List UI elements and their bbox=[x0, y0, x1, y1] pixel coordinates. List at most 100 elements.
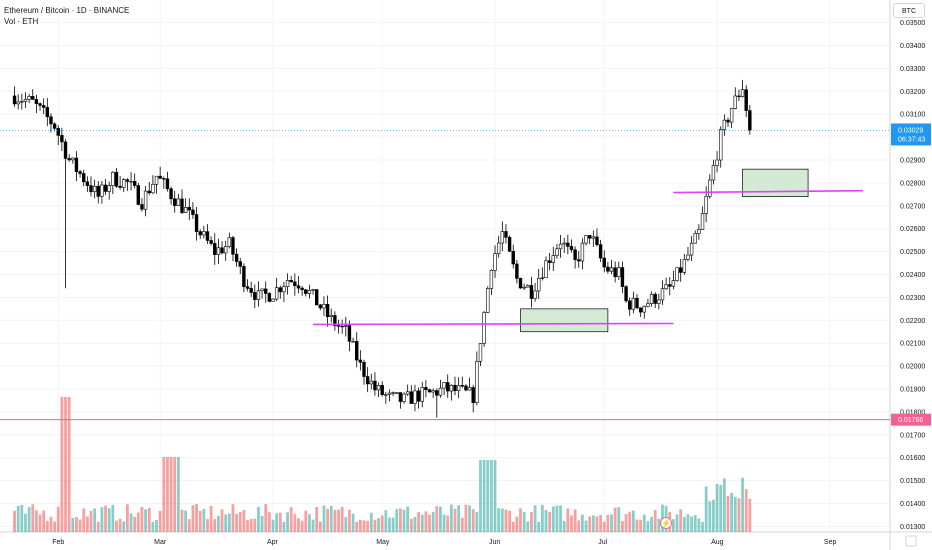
volume-bar bbox=[162, 457, 166, 532]
candle-body bbox=[136, 185, 141, 205]
volume-bar bbox=[351, 513, 355, 532]
volume-bar bbox=[340, 506, 344, 532]
candle-body bbox=[675, 267, 679, 281]
volume-bar bbox=[187, 519, 191, 532]
candle-body bbox=[744, 89, 748, 111]
candle-body bbox=[376, 384, 381, 391]
price-tick-label: 0.02800 bbox=[900, 180, 925, 187]
volume-bar bbox=[442, 514, 446, 532]
volume-bar bbox=[242, 510, 246, 532]
candle-body bbox=[442, 382, 446, 389]
candle-body bbox=[147, 190, 151, 194]
time-tick-label: Feb bbox=[52, 539, 64, 546]
volume-bar bbox=[675, 514, 679, 532]
volume-bar bbox=[486, 460, 490, 532]
candle-body bbox=[402, 393, 406, 402]
volume-bar bbox=[217, 515, 220, 532]
volume-bar bbox=[115, 520, 118, 532]
volume-bar bbox=[20, 504, 24, 532]
candle-body bbox=[558, 243, 563, 250]
flash-icon[interactable]: ⚡ bbox=[660, 517, 672, 529]
candle-body bbox=[213, 243, 217, 255]
candle-body bbox=[587, 235, 592, 239]
volume-bar bbox=[235, 513, 238, 532]
volume-bar bbox=[679, 509, 683, 532]
volume-bar bbox=[730, 492, 734, 532]
volume-bar bbox=[733, 496, 737, 532]
candle-body bbox=[577, 259, 581, 262]
candle-body bbox=[351, 341, 355, 343]
volume-bar bbox=[198, 510, 202, 532]
candle-body bbox=[398, 392, 403, 402]
currency-button[interactable]: BTC bbox=[893, 3, 925, 18]
candle-body bbox=[129, 181, 133, 183]
support-trendline bbox=[673, 189, 863, 194]
candle-body bbox=[333, 315, 337, 326]
time-tick-label: Jun bbox=[489, 539, 500, 546]
candle-body bbox=[325, 304, 330, 318]
candle-body bbox=[427, 389, 432, 393]
candle-body bbox=[748, 110, 752, 131]
symbol-title[interactable]: Ethereum / Bitcoin · 1D · BINANCE bbox=[4, 6, 130, 15]
volume-bar bbox=[395, 509, 399, 532]
price-tick-label: 0.02900 bbox=[900, 158, 925, 165]
volume-bar bbox=[741, 477, 744, 532]
volume-bar bbox=[348, 509, 351, 532]
candle-body bbox=[613, 267, 617, 278]
volume-bar bbox=[606, 514, 610, 532]
volume-bar bbox=[530, 512, 533, 532]
volume-bar bbox=[173, 457, 177, 532]
candle-body bbox=[493, 253, 497, 271]
volume-bar bbox=[697, 518, 701, 532]
volume-bar bbox=[118, 518, 122, 532]
volume-bar bbox=[672, 519, 675, 532]
volume-bar bbox=[584, 520, 588, 532]
candle-body bbox=[504, 231, 508, 238]
volume-bar bbox=[104, 505, 107, 532]
volume-bar bbox=[504, 509, 508, 532]
volume-bar bbox=[96, 521, 100, 532]
candle-body bbox=[271, 298, 275, 302]
candle-body bbox=[289, 280, 293, 283]
candle-body bbox=[489, 270, 494, 289]
volume-bar bbox=[89, 510, 93, 532]
volume-bar bbox=[522, 511, 526, 532]
candle-body bbox=[71, 157, 75, 161]
volume-bar bbox=[71, 518, 75, 532]
volume-bar bbox=[264, 504, 268, 532]
volume-bar bbox=[293, 514, 297, 532]
candle-body bbox=[238, 261, 242, 267]
candle-body bbox=[569, 246, 574, 251]
volume-bar bbox=[551, 506, 555, 532]
candle-body bbox=[529, 285, 534, 299]
volume-bar bbox=[613, 507, 617, 532]
volume-bar bbox=[515, 516, 519, 532]
volume-bar bbox=[13, 510, 16, 532]
candle-body bbox=[162, 178, 166, 180]
candle-body bbox=[624, 286, 628, 302]
price-tick-label: 0.02600 bbox=[900, 226, 925, 233]
volume-bar bbox=[333, 509, 337, 532]
volume-bar bbox=[231, 504, 235, 532]
candle-body bbox=[460, 385, 464, 387]
volume-bar bbox=[537, 521, 541, 532]
volume-bar bbox=[136, 512, 140, 532]
volume-bar bbox=[133, 517, 137, 532]
candle-body bbox=[533, 290, 537, 299]
volume-bar bbox=[191, 505, 195, 532]
candle-body bbox=[23, 99, 28, 102]
volume-bar bbox=[209, 505, 213, 532]
volume-bar bbox=[78, 519, 82, 532]
candle-body bbox=[646, 303, 650, 307]
candle-body bbox=[391, 392, 395, 394]
candle-body bbox=[740, 89, 745, 97]
volume-bar bbox=[300, 520, 304, 532]
candle-body bbox=[125, 179, 130, 182]
candle-body bbox=[183, 207, 188, 213]
price-tick-label: 0.01900 bbox=[900, 387, 925, 394]
volume-legend[interactable]: Vol · ETH bbox=[4, 17, 39, 26]
volume-bar bbox=[82, 508, 86, 532]
volume-bar bbox=[602, 521, 606, 532]
